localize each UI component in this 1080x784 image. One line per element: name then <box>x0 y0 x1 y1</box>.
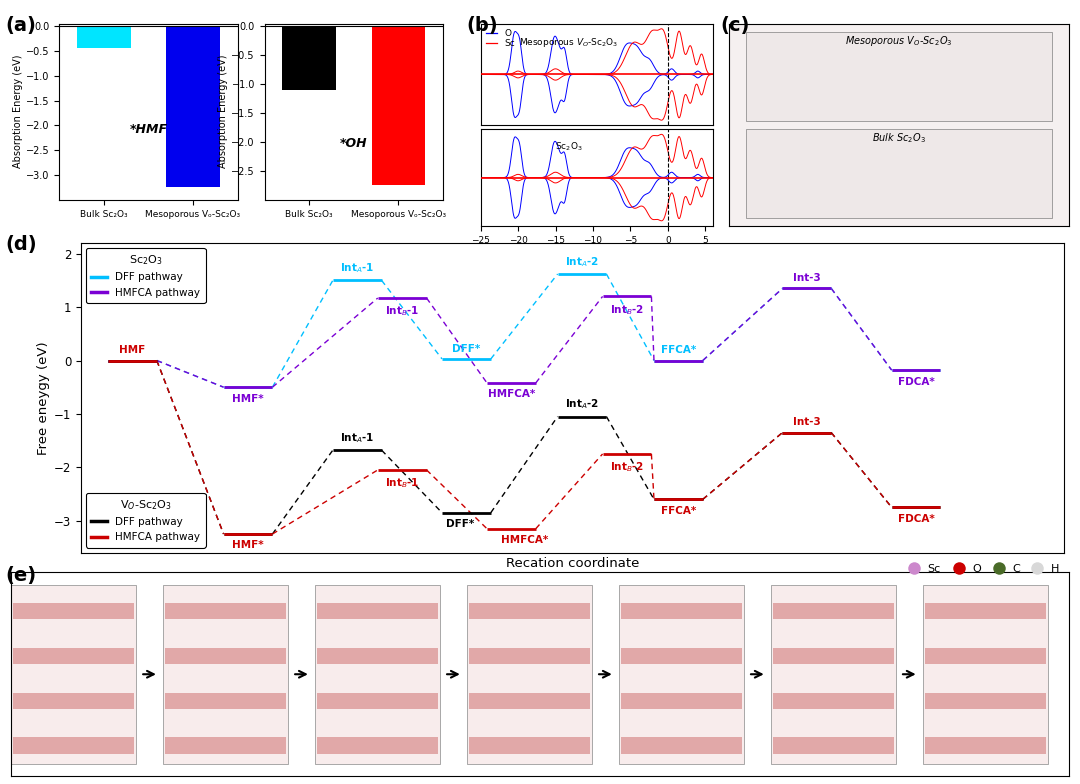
Bar <box>621 738 742 753</box>
Bar <box>165 738 286 753</box>
Text: *HMF: *HMF <box>130 123 167 136</box>
Y-axis label: Free eneygy (eV): Free eneygy (eV) <box>37 341 50 455</box>
Text: DFF*: DFF* <box>453 343 481 354</box>
Bar <box>13 603 134 619</box>
Text: Bulk Sc$_2$O$_3$: Bulk Sc$_2$O$_3$ <box>872 131 927 144</box>
Bar <box>619 585 744 764</box>
Bar <box>11 585 136 764</box>
Text: HMFCA*: HMFCA* <box>488 390 535 399</box>
Text: DFF*: DFF* <box>446 519 474 529</box>
Legend: O, Sc: O, Sc <box>485 28 516 49</box>
Bar <box>469 603 590 619</box>
Text: (a): (a) <box>5 16 37 34</box>
Bar <box>165 692 286 709</box>
Bar <box>163 585 288 764</box>
Text: (c): (c) <box>720 16 750 34</box>
Text: Int$_A$-1: Int$_A$-1 <box>340 261 375 275</box>
Bar <box>621 648 742 664</box>
Bar <box>924 738 1045 753</box>
Text: FDCA*: FDCA* <box>897 376 934 387</box>
Bar <box>772 648 894 664</box>
Text: HMF*: HMF* <box>232 540 264 550</box>
Text: Int$_B$-2: Int$_B$-2 <box>610 460 644 474</box>
Bar <box>467 585 592 764</box>
Bar <box>283 27 336 90</box>
Bar <box>13 692 134 709</box>
Text: Int-3: Int-3 <box>793 417 821 427</box>
Y-axis label: Absorption Energy (eV): Absorption Energy (eV) <box>13 55 24 169</box>
Text: Int$_B$-1: Int$_B$-1 <box>384 304 419 318</box>
Text: FFCA*: FFCA* <box>661 345 696 355</box>
Bar <box>746 31 1052 121</box>
Bar <box>165 603 286 619</box>
Legend: DFF pathway, HMFCA pathway: DFF pathway, HMFCA pathway <box>86 493 205 547</box>
Text: Sc$_2$O$_3$: Sc$_2$O$_3$ <box>555 141 583 154</box>
Bar <box>469 738 590 753</box>
Text: Mesoporous $V_O$-Sc$_2$O$_3$: Mesoporous $V_O$-Sc$_2$O$_3$ <box>846 34 953 48</box>
Text: HMFCA*: HMFCA* <box>501 535 548 545</box>
Text: FDCA*: FDCA* <box>897 514 934 524</box>
Bar <box>469 692 590 709</box>
Bar <box>772 603 894 619</box>
Bar <box>924 648 1045 664</box>
X-axis label: Energy (eV): Energy (eV) <box>566 250 627 260</box>
Bar <box>924 603 1045 619</box>
Text: Int$_A$-1: Int$_A$-1 <box>340 431 375 445</box>
Text: Int$_A$-2: Int$_A$-2 <box>565 255 599 269</box>
Text: Int-3: Int-3 <box>793 273 821 283</box>
Y-axis label: Absorption Energy (eV): Absorption Energy (eV) <box>218 55 229 169</box>
Text: FFCA*: FFCA* <box>661 506 696 516</box>
Text: Int$_B$-1: Int$_B$-1 <box>384 477 419 490</box>
Bar <box>771 585 896 764</box>
Text: (d): (d) <box>5 235 37 254</box>
Bar <box>772 692 894 709</box>
Text: (e): (e) <box>5 566 37 585</box>
Text: *OH: *OH <box>340 137 367 150</box>
Bar <box>316 738 438 753</box>
Bar <box>621 692 742 709</box>
Bar <box>372 27 426 186</box>
Text: Int$_B$-2: Int$_B$-2 <box>610 303 644 317</box>
Bar <box>316 648 438 664</box>
Text: Mesoporous $V_O$-Sc$_2$O$_3$: Mesoporous $V_O$-Sc$_2$O$_3$ <box>519 36 619 49</box>
Text: Int$_A$-2: Int$_A$-2 <box>565 397 599 412</box>
Bar <box>13 648 134 664</box>
Bar <box>165 648 286 664</box>
Bar <box>469 648 590 664</box>
Bar <box>316 692 438 709</box>
X-axis label: Recation coordinate: Recation coordinate <box>505 557 639 570</box>
Bar <box>166 26 220 187</box>
Bar <box>772 738 894 753</box>
Bar <box>922 585 1048 764</box>
Text: HMF*: HMF* <box>232 394 264 404</box>
Bar <box>13 738 134 753</box>
Bar <box>316 603 438 619</box>
Text: (b): (b) <box>467 16 498 34</box>
Text: HMF: HMF <box>119 345 146 355</box>
Bar <box>746 129 1052 218</box>
Legend: Sc, O, C, H: Sc, O, C, H <box>899 560 1064 579</box>
Bar <box>78 26 131 49</box>
Bar <box>924 692 1045 709</box>
Bar <box>314 585 441 764</box>
Bar <box>621 603 742 619</box>
